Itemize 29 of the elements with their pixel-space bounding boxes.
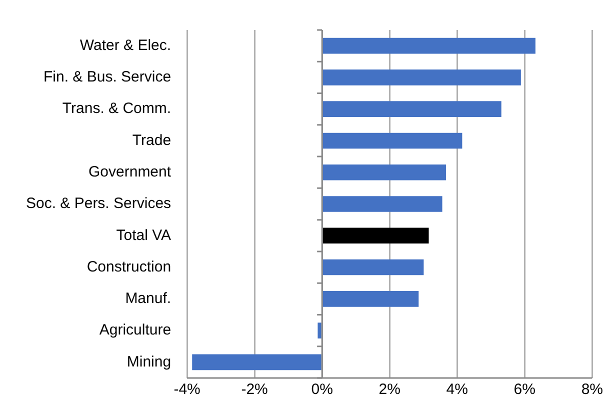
x-tick-label: -4% bbox=[174, 381, 200, 398]
y-tick-label: Mining bbox=[126, 353, 172, 370]
y-tick-label: Construction bbox=[86, 258, 172, 276]
y-tick-label: Soc. & Pers. Services bbox=[26, 195, 172, 212]
y-tick-label: Trans. & Comm. bbox=[62, 100, 172, 118]
bar bbox=[192, 354, 322, 370]
bar bbox=[322, 164, 446, 180]
bar bbox=[318, 322, 322, 338]
bar bbox=[322, 132, 462, 149]
y-tick-label: Water & Elec. bbox=[80, 36, 172, 54]
bar bbox=[322, 38, 536, 54]
y-tick-label: Manuf. bbox=[125, 290, 172, 308]
x-tick-label: 4% bbox=[446, 381, 468, 398]
y-tick-label: Fin. & Bus. Service bbox=[44, 68, 172, 86]
y-tick-label: Agriculture bbox=[99, 322, 172, 339]
x-tick-label: 0% bbox=[311, 381, 333, 398]
x-tick-label: -2% bbox=[241, 381, 268, 398]
bar bbox=[322, 70, 521, 86]
bar bbox=[322, 196, 442, 212]
x-tick-label: 6% bbox=[514, 381, 536, 398]
bar bbox=[322, 228, 429, 244]
x-tick-label: 8% bbox=[581, 381, 604, 398]
x-tick-label: 2% bbox=[378, 381, 400, 398]
y-tick-label: Total VA bbox=[116, 226, 172, 244]
bar bbox=[322, 101, 502, 117]
bar bbox=[322, 291, 419, 307]
bar bbox=[322, 259, 424, 276]
y-tick-label: Trade bbox=[132, 132, 172, 149]
y-tick-label: Government bbox=[88, 164, 172, 181]
